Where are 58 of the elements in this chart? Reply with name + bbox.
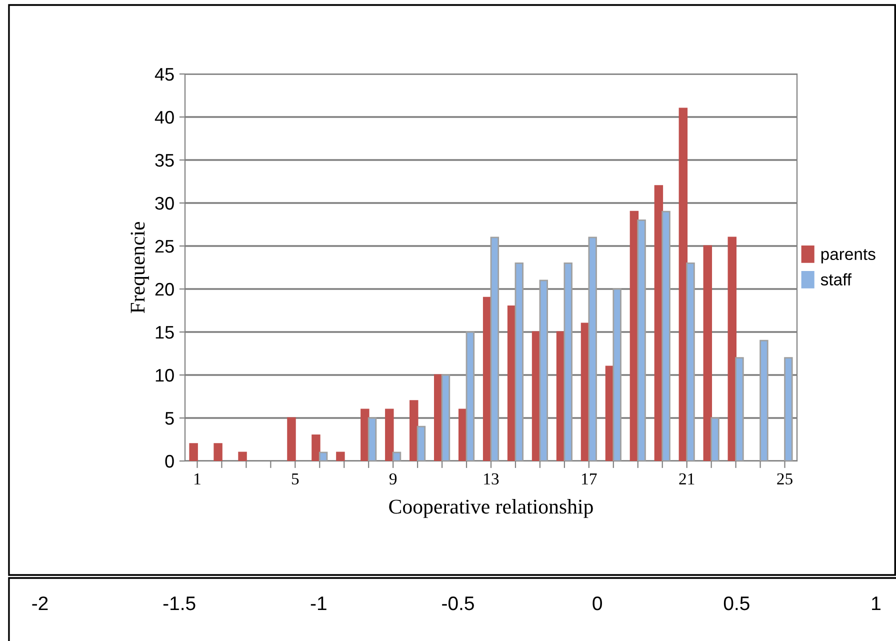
x-tick-label: 5 (292, 473, 299, 485)
bar (392, 452, 402, 461)
y-tick-label: 5 (165, 412, 174, 425)
bar (385, 408, 394, 461)
y-tick-label: 25 (155, 240, 174, 253)
y-tick-label: 35 (155, 154, 174, 167)
bar (189, 443, 198, 461)
bar (588, 236, 597, 461)
bar (490, 236, 500, 461)
y-tick-label: 40 (154, 110, 174, 124)
x-tick-label: 17 (582, 473, 597, 484)
y-tick-label: 0 (165, 454, 174, 468)
bar (214, 443, 222, 461)
x-tick-label: 9 (389, 473, 397, 485)
bar (662, 210, 670, 461)
x-tick-label: 13 (484, 473, 499, 485)
bar (728, 236, 736, 461)
bar (760, 340, 768, 461)
bar (514, 262, 524, 461)
text: -0.5 (442, 596, 474, 610)
bar (368, 417, 377, 461)
legend-label: staff (820, 273, 852, 286)
y-tick-label: 45 (154, 68, 174, 81)
text: -1.5 (163, 596, 196, 610)
bar (336, 452, 345, 461)
bar (539, 280, 548, 461)
x-axis-title: Cooperative relationship (389, 499, 593, 518)
bar (360, 408, 370, 461)
bar (416, 426, 426, 461)
bar (312, 434, 320, 461)
bar (735, 357, 744, 461)
text: 1 (872, 596, 880, 610)
y-tick-label: 20 (155, 282, 174, 296)
legend-label: parents (821, 249, 876, 264)
text: 0.5 (724, 596, 750, 610)
bar (238, 452, 247, 461)
y-tick-label: 10 (156, 368, 174, 382)
bar (686, 262, 695, 461)
text: -1 (310, 596, 326, 610)
text: 0 (592, 596, 602, 610)
bar (564, 262, 572, 461)
y-tick-label: 30 (155, 196, 174, 210)
bar (318, 452, 328, 461)
bar (784, 357, 793, 461)
bar (466, 331, 475, 461)
y-axis-title: Frequencie (130, 222, 149, 314)
y-tick-label: 15 (156, 326, 174, 339)
bar (637, 220, 646, 461)
text: -2 (32, 596, 48, 610)
bar (612, 288, 622, 461)
x-tick-label: 21 (679, 473, 694, 484)
bar (287, 417, 296, 461)
bar (441, 374, 450, 461)
x-tick-label: 25 (777, 473, 792, 485)
x-tick-label: 1 (194, 473, 200, 484)
bar (710, 417, 720, 461)
bar (703, 245, 712, 461)
bar (410, 400, 418, 461)
